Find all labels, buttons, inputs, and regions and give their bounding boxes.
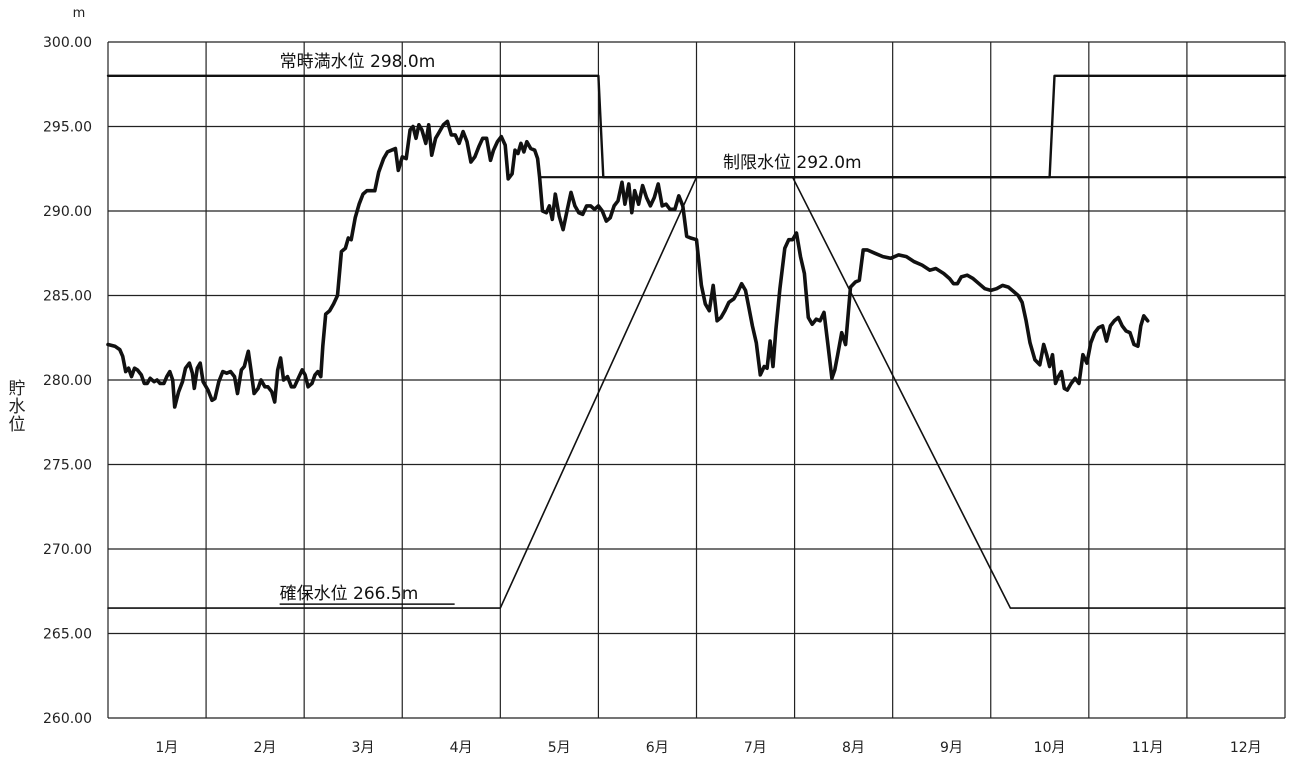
x-tick-label: 1月 [155, 740, 178, 756]
x-tick-label: 7月 [744, 740, 767, 756]
secured-level-line [107, 176, 1286, 609]
series-lines [106, 74, 1287, 609]
y-tick-label: 275.00 [43, 458, 92, 474]
y-tick-label: 285.00 [43, 289, 92, 305]
x-tick-label: 2月 [253, 740, 276, 756]
x-tick-label: 11月 [1132, 740, 1164, 756]
x-tick-label: 8月 [842, 740, 865, 756]
annotation-label: 制限水位 292.0m [723, 153, 862, 173]
x-axis: 1月 2月 3月 4月 5月 6月 7月 8月 9月 10月 11月 12月 [155, 740, 1261, 756]
x-tick-label: 10月 [1034, 740, 1066, 756]
y-tick-label: 265.00 [43, 627, 92, 643]
y-tick-label: 270.00 [43, 542, 92, 558]
x-tick-label: 4月 [450, 740, 473, 756]
y-tick-label: 290.00 [43, 204, 92, 220]
y-tick-label: 295.00 [43, 120, 92, 136]
y-tick-label: 260.00 [43, 711, 92, 727]
x-tick-label: 3月 [352, 740, 375, 756]
y-axis-title-char: 水 [9, 397, 26, 417]
grid-lines [107, 41, 1286, 719]
y-axis-title-char: 貯 [9, 379, 26, 399]
x-tick-label: 5月 [548, 740, 571, 756]
y-axis-title-char: 位 [9, 415, 26, 435]
y-axis-unit: m [73, 6, 86, 21]
annotation-label: 確保水位 266.5m [280, 584, 419, 604]
y-axis: m 貯水位 300.00 295.00 290.00 285.00 280.00 275.… [9, 6, 93, 727]
annotation-label: 常時満水位 298.0m [280, 52, 436, 72]
y-axis-title: 貯水位 [9, 379, 26, 435]
y-tick-label: 280.00 [43, 373, 92, 389]
y-tick-label: 300.00 [43, 35, 92, 51]
annotations: 常時満水位 298.0m 制限水位 292.0m 確保水位 266.5m [279, 52, 862, 605]
x-tick-label: 9月 [940, 740, 963, 756]
x-tick-label: 6月 [646, 740, 669, 756]
x-tick-label: 12月 [1230, 740, 1262, 756]
water-level-line [106, 119, 1150, 409]
